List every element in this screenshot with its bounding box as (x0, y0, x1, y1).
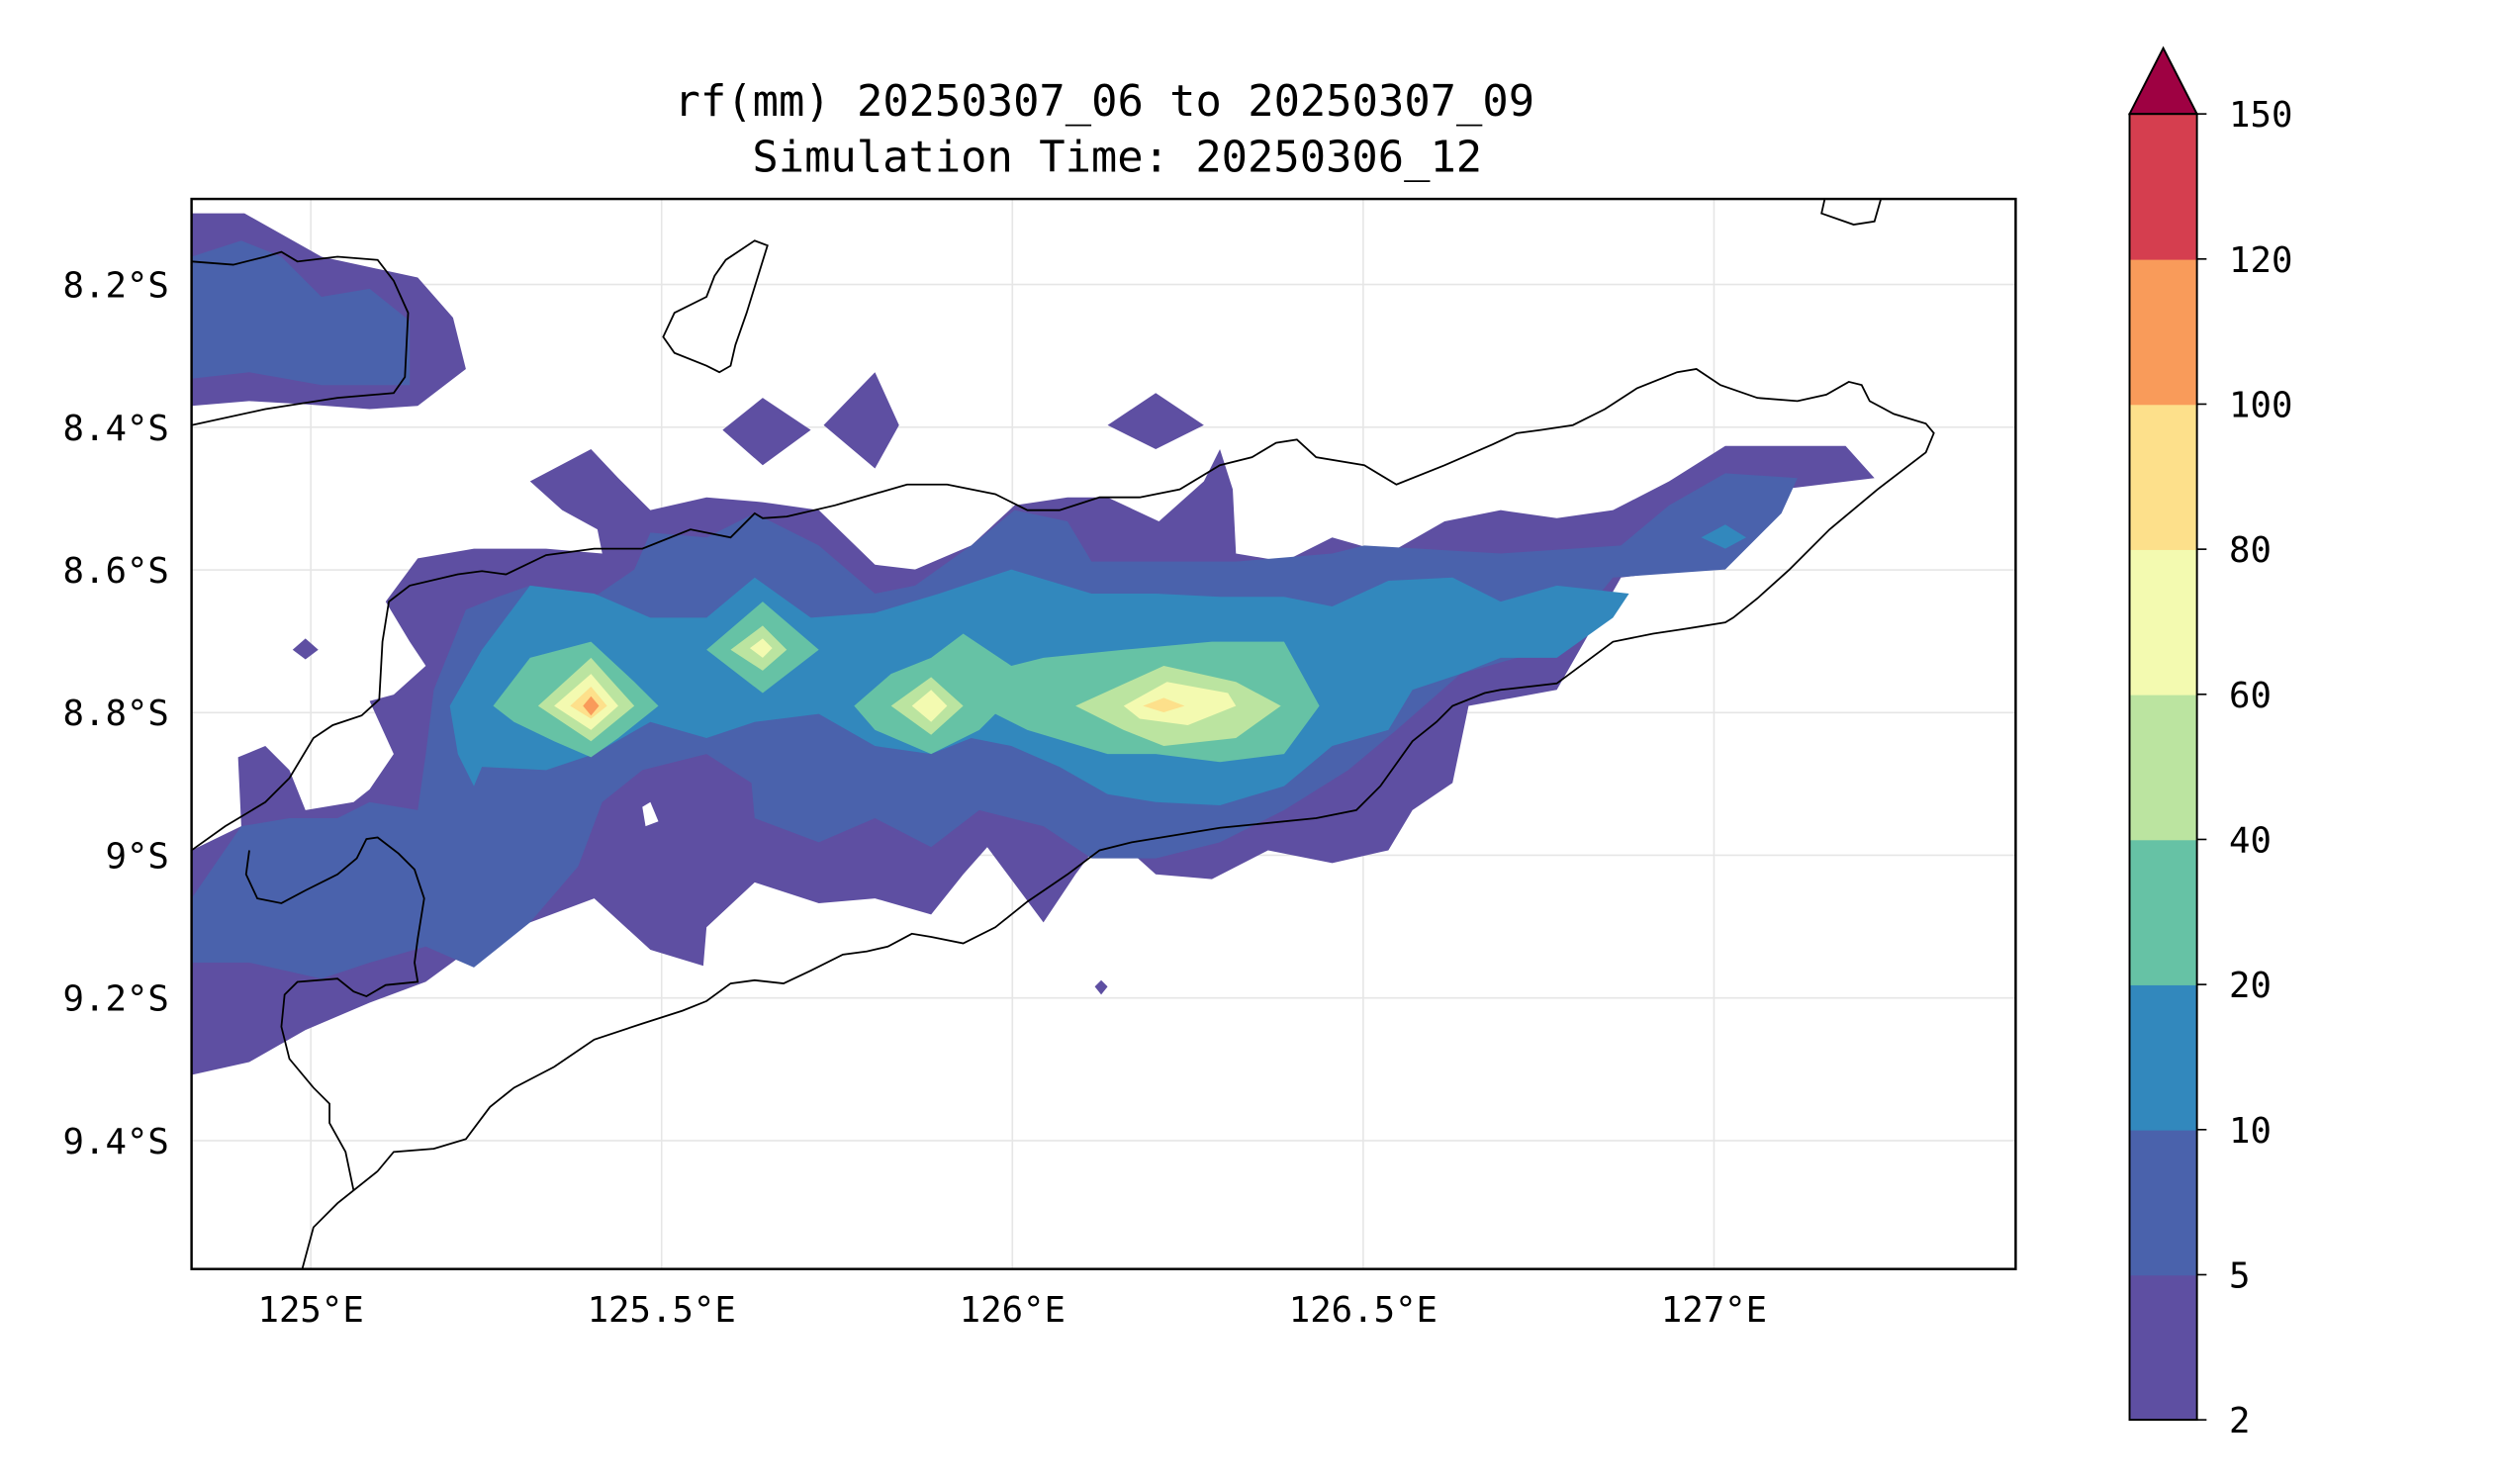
colorbar-segment-60-80 (2129, 549, 2197, 696)
colorbar-segment-120-150 (2129, 114, 2197, 260)
colorbar-segment-80-100 (2129, 404, 2197, 550)
x-tick-label: 126°E (960, 1290, 1066, 1331)
y-tick-label: 9.4°S (63, 1122, 169, 1162)
contour-layers (191, 199, 1935, 1269)
colorbar-segment-40-60 (2129, 694, 2197, 841)
y-tick-label: 9.2°S (63, 979, 169, 1020)
colorbar-tick-label: 120 (2229, 240, 2292, 281)
colorbar-tick-label: 150 (2229, 95, 2292, 136)
y-axis-ticks: 8.2°S 8.4°S 8.6°S 8.8°S 9°S 9.2°S 9.4°S (63, 266, 169, 1162)
rain-cell (1701, 524, 1746, 549)
colorbar-tick-label: 100 (2229, 385, 2292, 425)
contour-band-100-120 (583, 696, 600, 716)
coastline-border (244, 836, 425, 1191)
y-tick-label: 8.4°S (63, 409, 169, 449)
chart-title-line-1: rf(mm) 20250307_06 to 20250307_09 (675, 76, 1535, 127)
colorbar-tick-label: 60 (2229, 676, 2272, 716)
colorbar-segment-2-5 (2129, 1274, 2197, 1421)
rain-cell (1123, 682, 1237, 725)
chart-title-line-2: Simulation Time: 20250306_12 (752, 133, 1482, 183)
map-axes-frame (190, 197, 2017, 1270)
colorbar-tick-label: 20 (2229, 966, 2272, 1006)
x-tick-label: 127°E (1661, 1290, 1767, 1331)
rain-cell (583, 696, 600, 716)
coastline-timor (191, 368, 1935, 1269)
x-tick-label: 126.5°E (1289, 1290, 1437, 1331)
rain-cell (749, 638, 773, 658)
colorbar-extend-max-triangle (2127, 46, 2199, 116)
coastlines (191, 199, 1935, 1269)
colorbar-tick-label: 10 (2229, 1111, 2272, 1152)
rain-cell (1143, 697, 1185, 712)
colorbar-tick-label: 80 (2229, 530, 2272, 571)
rain-cell (1094, 979, 1108, 995)
x-tick-label: 125°E (257, 1290, 363, 1331)
colorbar-tick-label: 2 (2229, 1401, 2250, 1441)
y-tick-label: 9°S (105, 836, 168, 877)
colorbar-tick-label: 40 (2229, 820, 2272, 861)
rain-cell (823, 372, 899, 469)
rain-cell (292, 638, 319, 660)
y-tick-label: 8.6°S (63, 551, 169, 592)
colorbar-segment-5-10 (2129, 1129, 2197, 1276)
colorbar: 2 5 10 20 40 60 80 100 120 150 (2127, 46, 2292, 1441)
dry-gap (642, 801, 659, 827)
coastline-wetar (662, 239, 769, 374)
colorbar-frame (2128, 113, 2198, 1422)
coastline-northeast (1820, 199, 1883, 226)
rain-cell (1107, 393, 1204, 450)
colorbar-segment-10-20 (2129, 984, 2197, 1131)
x-axis-ticks: 125°E 125.5°E 126°E 126.5°E 127°E (257, 1290, 1767, 1331)
colorbar-segment-100-120 (2129, 258, 2197, 406)
colorbar-tick-label: 5 (2229, 1255, 2250, 1296)
x-tick-label: 125.5°E (588, 1290, 736, 1331)
rain-cell (911, 690, 948, 722)
y-tick-label: 8.8°S (63, 694, 169, 734)
rain-area-northwest (191, 240, 411, 386)
colorbar-segment-20-40 (2129, 839, 2197, 985)
y-tick-label: 8.2°S (63, 266, 169, 307)
rain-cell (722, 398, 811, 466)
coastline-alor (191, 250, 410, 426)
